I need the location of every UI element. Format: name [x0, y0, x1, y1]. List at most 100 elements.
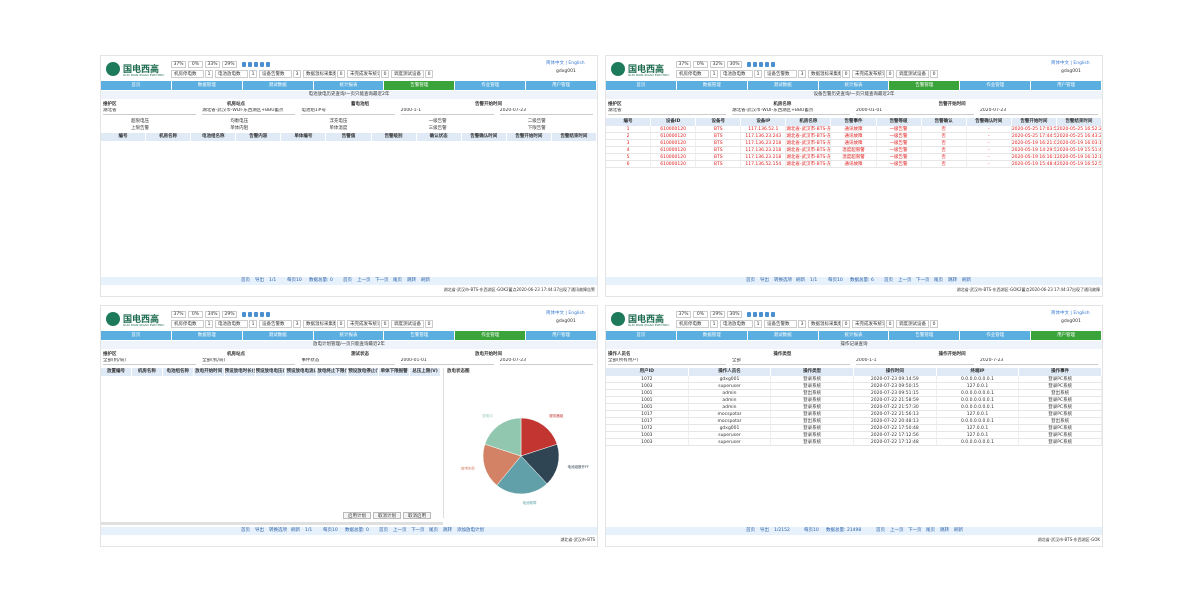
filter-input[interactable]: 湖北省-武汉市-WDI-东西湖区+BBU蓄点	[202, 108, 296, 115]
pagination-item[interactable]: 1/1	[269, 278, 277, 283]
filter-input[interactable]: 2020-7-23	[980, 358, 1098, 365]
checkbox-option[interactable]: 下限告警	[527, 126, 546, 131]
pagination-item[interactable]: 转换选项	[269, 528, 287, 533]
pagination-item[interactable]: 每页10	[287, 278, 302, 283]
pagination-item[interactable]: 首页	[746, 278, 755, 283]
pagination-item[interactable]: 上一页	[357, 278, 371, 283]
filter-input[interactable]: 电池组1#号	[301, 108, 395, 115]
language-switch[interactable]: 简体中文 | English	[546, 311, 585, 316]
checkbox-option[interactable]: 超限电压	[131, 119, 149, 124]
pagination-item[interactable]: 首页	[746, 528, 755, 533]
nav-tab[interactable]: 数据管理	[676, 331, 748, 340]
filter-input[interactable]: 2000-01-01	[856, 108, 974, 115]
pagination-item[interactable]: 转换选项	[774, 278, 792, 283]
checkbox-option[interactable]: 二级告警	[527, 119, 546, 124]
pagination-item[interactable]: 数据总量: 21498	[826, 528, 862, 533]
pagination-item[interactable]: 尾页	[429, 528, 438, 533]
pagination-item[interactable]: 下一页	[916, 278, 930, 283]
pagination-item[interactable]: 1/2152	[774, 528, 790, 533]
pagination-item[interactable]: 上一页	[898, 278, 912, 283]
nav-tab[interactable]: 测试数据	[242, 81, 314, 90]
checkbox-option[interactable]: 浮充电压	[329, 119, 348, 124]
pagination-item[interactable]: 刷新	[962, 278, 971, 283]
language-switch[interactable]: 简体中文 | English	[1051, 311, 1090, 316]
nav-tab[interactable]: 测试数据	[747, 331, 819, 340]
filter-input[interactable]: 湖北省	[103, 108, 197, 115]
filter-input[interactable]: 全部(所有用户)	[608, 358, 726, 365]
checkbox-option[interactable]: 单体内阻	[230, 126, 249, 131]
pagination-item[interactable]: 跳转	[948, 278, 957, 283]
pagination-item[interactable]: 刷新	[954, 528, 963, 533]
nav-tab[interactable]: 统计报表	[818, 331, 890, 340]
pagination-item[interactable]: 尾页	[926, 528, 935, 533]
nav-tab[interactable]: 首页	[606, 331, 677, 340]
checkbox-option[interactable]: 一级告警	[428, 119, 447, 124]
filter-input[interactable]: 湖北省-武汉市-WDI-东西湖区+BBU蓄点	[732, 108, 850, 115]
pagination-item[interactable]: 下一页	[411, 528, 425, 533]
pagination-item[interactable]: 首页	[884, 278, 893, 283]
pagination-item[interactable]: 每页10	[804, 528, 819, 533]
pagination-item[interactable]: 首页	[876, 528, 885, 533]
pagination-item[interactable]: 首页	[241, 278, 250, 283]
pagination-item[interactable]: 下一页	[908, 528, 922, 533]
pagination-item[interactable]: 跳转	[443, 528, 452, 533]
checkbox-option[interactable]: 上限告警	[131, 126, 149, 131]
nav-tab[interactable]: 统计报表	[313, 81, 385, 90]
filter-input[interactable]: 2020-07-23	[499, 358, 593, 365]
pagination-item[interactable]: 首页	[241, 528, 250, 533]
nav-tab[interactable]: 作业管理	[960, 81, 1032, 90]
checkbox-option[interactable]: 三级告警	[428, 126, 447, 131]
checkbox-option[interactable]: 单体温度	[329, 126, 348, 131]
nav-tab[interactable]: 首页	[606, 81, 677, 90]
nav-tab[interactable]: 数据管理	[171, 331, 243, 340]
filter-input[interactable]: 湖北省	[608, 108, 726, 115]
pagination-item[interactable]: 上一页	[890, 528, 904, 533]
filter-input[interactable]: 2000-01-01	[400, 358, 494, 365]
pagination-item[interactable]: 跳转	[940, 528, 949, 533]
pagination-item[interactable]: 导出	[255, 278, 264, 283]
language-switch[interactable]: 简体中文 | English	[546, 61, 585, 66]
pagination-item[interactable]: 刷新	[291, 528, 300, 533]
filter-input[interactable]: 2020-07-23	[499, 108, 593, 115]
pagination-item[interactable]: 上一页	[393, 528, 407, 533]
nav-tab[interactable]: 告警管理	[889, 331, 961, 340]
pagination-item[interactable]: 每页10	[323, 528, 338, 533]
nav-tab[interactable]: 统计报表	[313, 331, 385, 340]
pagination-item[interactable]: 导出	[760, 278, 769, 283]
filter-input[interactable]: 2000-1-1	[400, 108, 494, 115]
nav-tab[interactable]: 告警管理	[384, 81, 456, 90]
filter-input[interactable]: 2020-07-23	[980, 108, 1098, 115]
checkbox-option[interactable]: 均衡电压	[230, 119, 249, 124]
nav-tab[interactable]: 测试数据	[242, 331, 314, 340]
action-button[interactable]: 取消计划	[373, 512, 401, 519]
pagination-item[interactable]: 尾页	[393, 278, 402, 283]
pagination-item[interactable]: 首页	[379, 528, 388, 533]
nav-tab[interactable]: 测试数据	[747, 81, 819, 90]
pagination-item[interactable]: 刷新	[421, 278, 430, 283]
pagination-item[interactable]: 数据总量: 6	[850, 278, 874, 283]
filter-input[interactable]: 事件状态	[301, 358, 395, 365]
action-button[interactable]: 启用计划	[343, 512, 371, 519]
nav-tab[interactable]: 数据管理	[171, 81, 243, 90]
nav-tab[interactable]: 用户管理	[1031, 331, 1102, 340]
nav-tab[interactable]: 统计报表	[818, 81, 890, 90]
pagination-item[interactable]: 数据总量: 0	[345, 528, 369, 533]
nav-tab[interactable]: 作业管理	[455, 81, 527, 90]
nav-tab[interactable]: 作业管理	[455, 331, 527, 340]
filter-input[interactable]: 全部(机/局)	[103, 358, 197, 365]
pagination-item[interactable]: 导出	[760, 528, 769, 533]
nav-tab[interactable]: 首页	[101, 331, 172, 340]
nav-tab[interactable]: 告警管理	[384, 331, 456, 340]
pagination-item[interactable]: 下一页	[375, 278, 389, 283]
nav-tab[interactable]: 用户管理	[526, 331, 597, 340]
pagination-item[interactable]: 1/1	[810, 278, 818, 283]
pagination-item[interactable]: 1/1	[305, 528, 313, 533]
nav-tab[interactable]: 用户管理	[1031, 81, 1102, 90]
filter-input[interactable]: 全部(机/局)	[202, 358, 296, 365]
nav-tab[interactable]: 数据管理	[676, 81, 748, 90]
pagination-item[interactable]: 尾页	[934, 278, 943, 283]
nav-tab[interactable]: 作业管理	[960, 331, 1032, 340]
filter-input[interactable]: 2000-1-1	[856, 358, 974, 365]
pagination-item[interactable]: 导出	[255, 528, 264, 533]
language-switch[interactable]: 简体中文 | English	[1051, 61, 1090, 66]
